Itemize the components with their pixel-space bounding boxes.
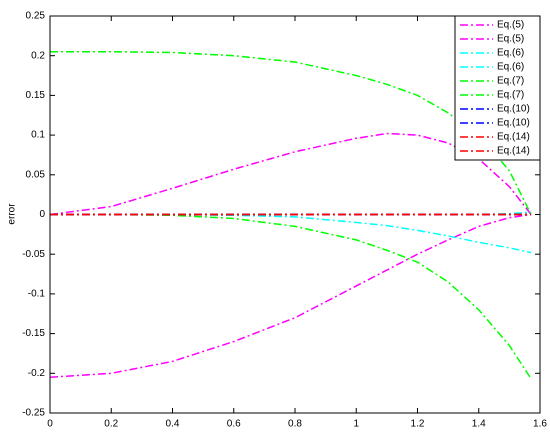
- legend-box: [454, 15, 541, 161]
- legend-label: Eq.(7): [497, 76, 524, 87]
- y-tick-label: -0.05: [22, 249, 45, 260]
- legend-label: Eq.(5): [497, 20, 524, 31]
- y-tick-label: 0.05: [26, 169, 46, 180]
- x-tick-label: 1.2: [411, 419, 425, 430]
- y-tick-label: -0.25: [22, 408, 45, 419]
- data-line: [49, 213, 532, 379]
- legend-label: Eq.(5): [497, 34, 524, 45]
- x-tick-label: 0: [47, 419, 53, 430]
- y-tick-label: -0.1: [28, 289, 46, 300]
- legend-label: Eq.(6): [497, 62, 524, 73]
- y-tick-label: 0.15: [26, 90, 46, 101]
- y-tick-label: 0.25: [26, 11, 46, 22]
- legend-label: Eq.(7): [497, 90, 524, 101]
- y-tick-label: 0: [39, 209, 45, 220]
- legend-label: Eq.(10): [497, 118, 530, 129]
- y-tick-label: 0.1: [31, 130, 45, 141]
- x-tick-label: 1: [353, 419, 359, 430]
- data-line: [49, 132, 532, 216]
- y-tick-label: -0.2: [28, 368, 46, 379]
- y-tick-label: -0.15: [22, 328, 45, 339]
- x-tick-label: 0.4: [166, 419, 180, 430]
- x-tick-label: 0.8: [288, 419, 302, 430]
- legend-label: Eq.(10): [497, 104, 530, 115]
- legend-label: Eq.(14): [497, 146, 530, 157]
- axes-box: [49, 15, 541, 414]
- x-tick-label: 1.6: [533, 419, 547, 430]
- y-axis-label: error: [7, 203, 18, 225]
- legend: Eq.(5) Eq.(5) Eq.(6) Eq.(6) Eq.(7) Eq.(7) Eq.(…: [454, 15, 541, 161]
- y-tick-label: 0.2: [31, 50, 45, 61]
- x-tick-label: 0.6: [227, 419, 241, 430]
- x-tick-label: 0.2: [104, 419, 118, 430]
- legend-label: Eq.(6): [497, 48, 524, 59]
- legend-label: Eq.(14): [497, 132, 530, 143]
- x-tick-label: 1.4: [472, 419, 486, 430]
